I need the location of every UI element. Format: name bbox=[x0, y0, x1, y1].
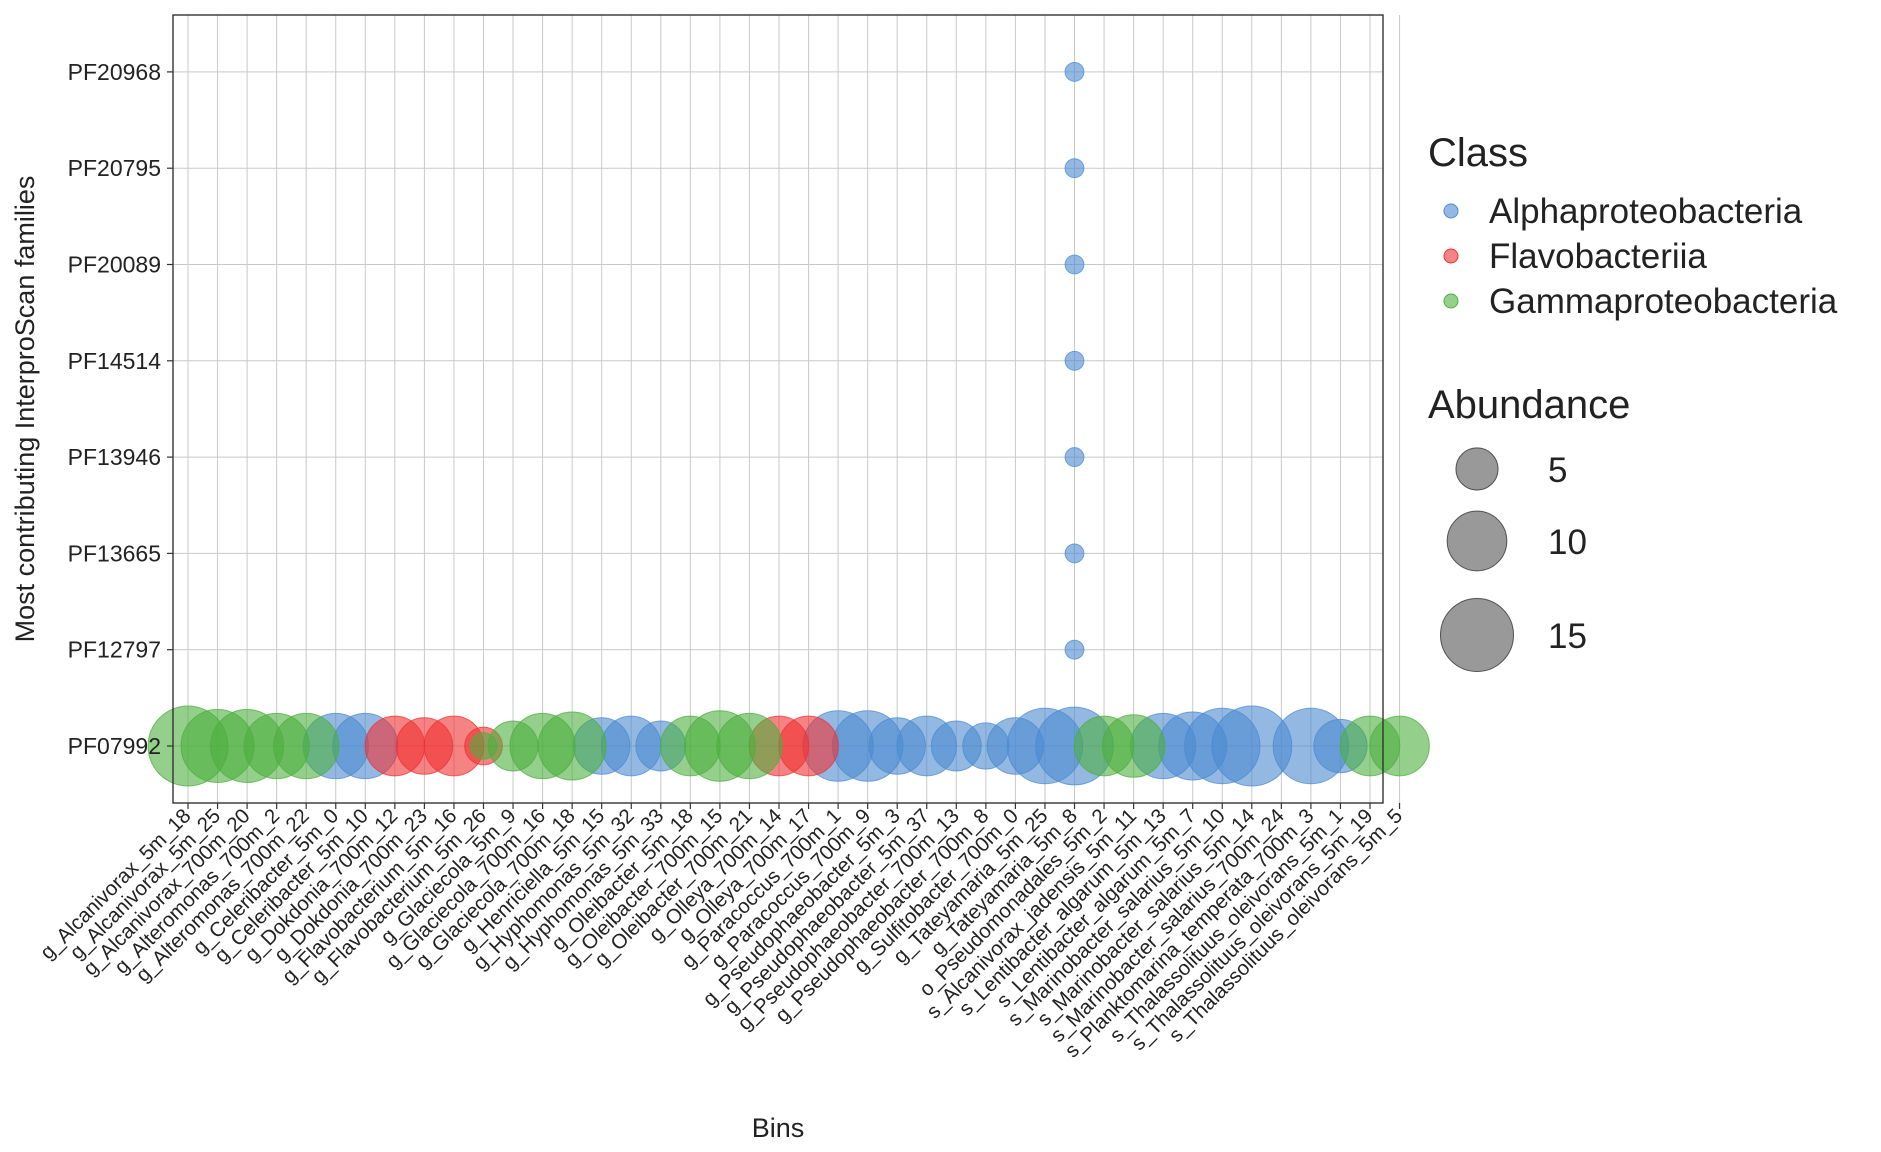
y-tick-label: PF20795 bbox=[68, 155, 161, 181]
legend-size-label: 15 bbox=[1548, 617, 1587, 656]
y-tick-label: PF13946 bbox=[68, 444, 161, 470]
bubble-point bbox=[537, 711, 607, 781]
bubble-point bbox=[1064, 61, 1085, 82]
legend-abundance-title: Abundance bbox=[1428, 383, 1630, 427]
legend-size-key bbox=[1439, 597, 1515, 673]
bubble-point bbox=[1064, 639, 1085, 660]
y-tick-label: PF20968 bbox=[68, 59, 161, 85]
bubble-point bbox=[1064, 158, 1085, 179]
legend-size-label: 10 bbox=[1548, 523, 1587, 562]
legend-size-key bbox=[1455, 447, 1499, 491]
legend-class-label: Alphaproteobacteria bbox=[1489, 192, 1803, 231]
bubble-point bbox=[1064, 543, 1085, 564]
legend-class-title: Class bbox=[1428, 131, 1528, 175]
bubble-point bbox=[1064, 447, 1085, 468]
x-axis-ticks: g_Alcanivorax_5m_18g_Alcanivorax_5m_25g_… bbox=[36, 803, 1407, 1062]
bubble-point bbox=[1064, 254, 1085, 275]
y-axis-ticks: PF07992 PF12797 PF13665 PF13946 PF14514 PF200… bbox=[68, 59, 173, 759]
bubble-point bbox=[1101, 714, 1166, 778]
legend-size-key bbox=[1446, 510, 1508, 572]
data-points bbox=[147, 61, 1430, 787]
bubble-point bbox=[778, 715, 839, 777]
bubble-point bbox=[1064, 350, 1085, 371]
bubble-point bbox=[1369, 715, 1430, 777]
legend-class-label: Gammaproteobacteria bbox=[1489, 282, 1838, 321]
legend-class-key bbox=[1443, 203, 1459, 219]
legend-abundance: Abundance 5 10 15 bbox=[1428, 383, 1630, 673]
legend-class-label: Flavobacteriia bbox=[1489, 237, 1707, 276]
y-tick-label: PF14514 bbox=[68, 348, 162, 374]
panel-border bbox=[172, 14, 1384, 804]
y-tick-label: PF07992 bbox=[68, 733, 161, 759]
y-tick-label: PF13665 bbox=[68, 540, 161, 566]
y-tick-label: PF20089 bbox=[68, 252, 161, 278]
legend-class: Class Alphaproteobacteria Flavobacteriia G… bbox=[1428, 131, 1838, 321]
x-axis-title: Bins bbox=[752, 1113, 805, 1143]
bubble-point bbox=[716, 712, 783, 780]
legend-class-key bbox=[1443, 293, 1459, 309]
legend-class-key bbox=[1443, 248, 1459, 264]
grid-lines bbox=[173, 15, 1401, 803]
series-gammaproteobacteria bbox=[147, 705, 1430, 787]
y-tick-label: PF12797 bbox=[68, 637, 161, 663]
bubble-point bbox=[273, 712, 340, 780]
legend-size-label: 5 bbox=[1548, 451, 1567, 490]
y-axis-title: Most contributing InterproScan families bbox=[10, 176, 40, 643]
